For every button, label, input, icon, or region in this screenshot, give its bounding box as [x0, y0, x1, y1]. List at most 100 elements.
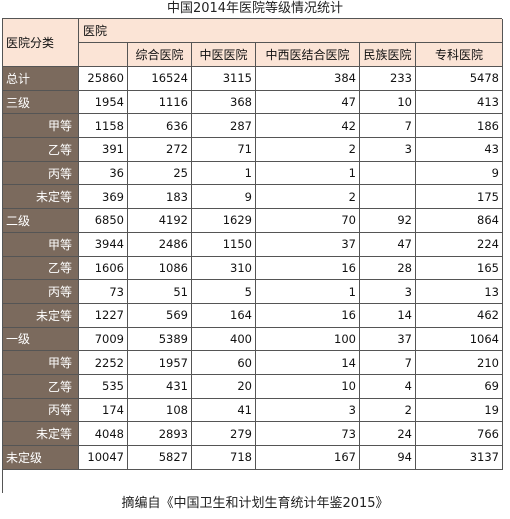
- table-cell: 210: [416, 351, 503, 375]
- row-label: 未定等: [3, 303, 79, 328]
- table-cell: 369: [79, 185, 128, 210]
- table-cell: 2486: [128, 232, 192, 257]
- table-cell: 16524: [128, 67, 192, 91]
- table-cell: 69: [416, 374, 503, 399]
- table-cell: 2: [256, 185, 360, 210]
- table-cell: 167: [256, 446, 360, 470]
- table-cell: 100: [256, 327, 360, 352]
- table-cell: 164: [192, 303, 256, 328]
- table-cell: 36: [79, 161, 128, 186]
- table-cell: 864: [416, 209, 503, 233]
- table-cell: 25860: [79, 67, 128, 91]
- table-cell: 14: [360, 303, 416, 328]
- table-cell: 3: [256, 398, 360, 423]
- corner-label: 医院分类: [3, 19, 79, 67]
- row-label: 乙等: [3, 374, 79, 399]
- table-cell: 431: [128, 374, 192, 399]
- row-label: 二级: [3, 209, 79, 233]
- table-cell: 1150: [192, 232, 256, 257]
- table-cell: 1064: [416, 327, 503, 352]
- table-cell: 28: [360, 256, 416, 281]
- table-cell: 272: [128, 138, 192, 162]
- row-label: 乙等: [3, 138, 79, 162]
- table-cell: 5389: [128, 327, 192, 352]
- table-cell: 3944: [79, 232, 128, 257]
- table-cell: 37: [360, 327, 416, 352]
- column-header: 综合医院: [128, 43, 192, 67]
- table-cell: 4192: [128, 209, 192, 233]
- table-cell: 165: [416, 256, 503, 281]
- table-cell: [360, 185, 416, 210]
- table-cell: 94: [360, 446, 416, 470]
- table-cell: 2252: [79, 351, 128, 375]
- table-cell: 73: [256, 422, 360, 446]
- table-cell: 1227: [79, 303, 128, 328]
- row-label: 未定级: [3, 446, 79, 470]
- table-cell: 1606: [79, 256, 128, 281]
- table-cell: 9: [416, 161, 503, 186]
- table-cell: 47: [360, 232, 416, 257]
- table-cell: 766: [416, 422, 503, 446]
- table-cell: 310: [192, 256, 256, 281]
- table-cell: 2893: [128, 422, 192, 446]
- table-cell: 1: [256, 280, 360, 304]
- row-label: 丙等: [3, 398, 79, 423]
- table-cell: 183: [128, 185, 192, 210]
- table-cell: 73: [79, 280, 128, 304]
- table-cell: 10047: [79, 446, 128, 470]
- table-cell: 175: [416, 185, 503, 210]
- table-cell: [360, 161, 416, 186]
- row-label: 甲等: [3, 114, 79, 139]
- row-label: 丙等: [3, 161, 79, 186]
- table-cell: 3137: [416, 446, 503, 470]
- table-title: 中国2014年医院等级情况统计: [166, 1, 344, 16]
- table-cell: 391: [79, 138, 128, 162]
- table-cell: 400: [192, 327, 256, 352]
- table-cell: 4048: [79, 422, 128, 446]
- table-cell: 16: [256, 256, 360, 281]
- table-cell: 2: [360, 398, 416, 423]
- column-header: 专科医院: [416, 43, 503, 67]
- table-cell: 3115: [192, 67, 256, 91]
- table-cell: 5827: [128, 446, 192, 470]
- table-cell: 9: [192, 185, 256, 210]
- column-header: [79, 43, 128, 67]
- table-cell: 636: [128, 114, 192, 139]
- group-header: 医院: [79, 19, 503, 43]
- row-label: 甲等: [3, 232, 79, 257]
- table-cell: 1: [192, 161, 256, 186]
- table-cell: 174: [79, 398, 128, 423]
- table-cell: 7: [360, 114, 416, 139]
- table-cell: 1: [256, 161, 360, 186]
- table-cell: 413: [416, 90, 503, 115]
- table-cell: 569: [128, 303, 192, 328]
- table-cell: 279: [192, 422, 256, 446]
- table-cell: 41: [192, 398, 256, 423]
- column-header: 中医医院: [192, 43, 256, 67]
- table-cell: 19: [416, 398, 503, 423]
- table-cell: 224: [416, 232, 503, 257]
- table-cell: 1086: [128, 256, 192, 281]
- table-cell: 233: [360, 67, 416, 91]
- table-cell: 25: [128, 161, 192, 186]
- table-cell: 4: [360, 374, 416, 399]
- row-label: 乙等: [3, 256, 79, 281]
- table-cell: 10: [256, 374, 360, 399]
- table-cell: 60: [192, 351, 256, 375]
- table-cell: 1116: [128, 90, 192, 115]
- table-cell: 718: [192, 446, 256, 470]
- table-cell: 2: [256, 138, 360, 162]
- row-label: 一级: [3, 327, 79, 352]
- row-label: 甲等: [3, 351, 79, 375]
- table-cell: 7: [360, 351, 416, 375]
- table-cell: 1954: [79, 90, 128, 115]
- row-label: 总计: [3, 67, 79, 91]
- table-cell: 20: [192, 374, 256, 399]
- table-cell: 92: [360, 209, 416, 233]
- table-cell: 1158: [79, 114, 128, 139]
- hospital-grade-table: 医院分类 医院 综合医院 中医医院 中西医结合医院 民族医院 专科医院 总计 25…: [2, 18, 503, 493]
- table-cell: 43: [416, 138, 503, 162]
- table-cell: 51: [128, 280, 192, 304]
- table-cell: 42: [256, 114, 360, 139]
- table-cell: 535: [79, 374, 128, 399]
